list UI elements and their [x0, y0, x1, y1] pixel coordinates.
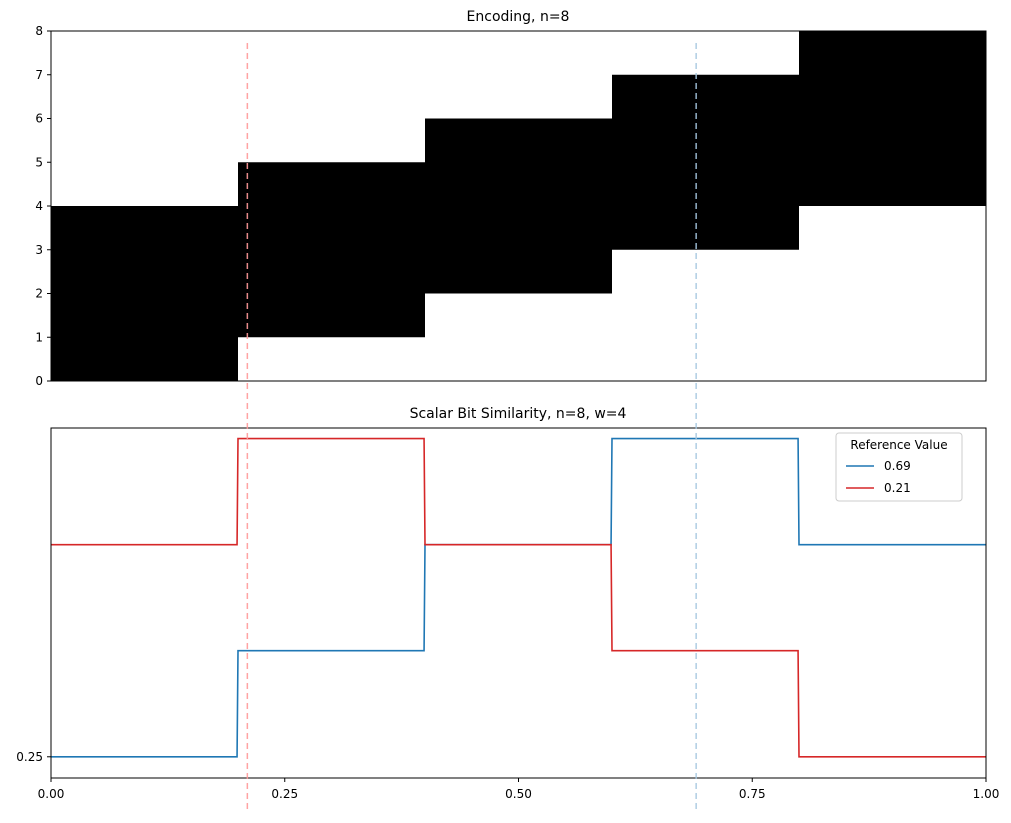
legend-box — [835, 432, 963, 502]
encoding-y-axis: 0 1 2 3 4 5 6 7 8 — [35, 24, 51, 388]
similarity-xtick-label-2: 0.50 — [505, 787, 532, 801]
similarity-xtick-label-1: 0.25 — [271, 787, 298, 801]
similarity-xtick-label-0: 0.00 — [38, 787, 65, 801]
legend-label-0.69: 0.69 — [884, 459, 911, 473]
encoding-band-4 — [799, 31, 986, 206]
encoding-panel: Encoding, n=8 0 1 2 3 4 5 6 7 8 — [35, 9, 987, 388]
series-line-0.21 — [51, 437, 986, 758]
encoding-ytick-label-4: 4 — [35, 199, 43, 213]
encoding-band-0 — [51, 206, 238, 381]
encoding-ytick-label-3: 3 — [35, 243, 43, 257]
encoding-ytick-label-6: 6 — [35, 112, 43, 126]
encoding-title: Encoding, n=8 — [467, 9, 570, 25]
legend: Reference Value 0.69 0.21 — [835, 432, 963, 502]
similarity-xtick-label-4: 1.00 — [973, 787, 1000, 801]
legend-label-0.21: 0.21 — [884, 481, 911, 495]
encoding-ytick-label-8: 8 — [35, 24, 43, 38]
similarity-panel: Scalar Bit Similarity, n=8, w=4 0.25 0.0… — [16, 406, 999, 801]
similarity-title: Scalar Bit Similarity, n=8, w=4 — [410, 406, 627, 422]
similarity-ytick-label-0: 0.25 — [16, 750, 43, 764]
encoding-band-3 — [612, 74, 799, 250]
encoding-ytick-label-7: 7 — [35, 68, 43, 82]
encoding-ytick-label-2: 2 — [35, 287, 43, 301]
similarity-series — [51, 437, 986, 758]
encoding-ytick-label-1: 1 — [35, 330, 43, 344]
similarity-y-axis: 0.25 — [16, 750, 51, 764]
encoding-bands — [51, 31, 986, 381]
reference-lines — [246, 43, 697, 812]
encoding-ytick-label-5: 5 — [35, 155, 43, 169]
similarity-x-axis: 0.00 0.25 0.50 0.75 1.00 — [38, 778, 1000, 801]
encoding-band-1 — [238, 162, 425, 338]
similarity-xtick-label-3: 0.75 — [739, 787, 766, 801]
encoding-band-2 — [425, 118, 612, 294]
encoding-ytick-label-0: 0 — [35, 374, 43, 388]
legend-title: Reference Value — [850, 438, 947, 452]
